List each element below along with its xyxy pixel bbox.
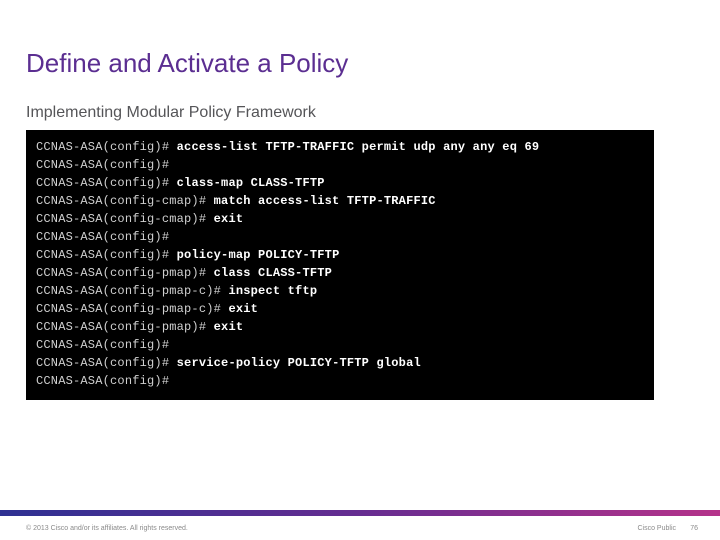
terminal-prompt: CCNAS-ASA(config)# (36, 176, 169, 190)
terminal-line: CCNAS-ASA(config-pmap-c)# inspect tftp (36, 282, 644, 300)
terminal-prompt: CCNAS-ASA(config)# (36, 230, 169, 244)
terminal-line: CCNAS-ASA(config)# class-map CLASS-TFTP (36, 174, 644, 192)
terminal-command: match access-list TFTP-TRAFFIC (214, 194, 436, 208)
terminal-line: CCNAS-ASA(config)# service-policy POLICY… (36, 354, 644, 372)
terminal-line: CCNAS-ASA(config-cmap)# match access-lis… (36, 192, 644, 210)
terminal-command: service-policy POLICY-TFTP global (177, 356, 421, 370)
footer-accent-bar (0, 510, 720, 516)
terminal-prompt: CCNAS-ASA(config)# (36, 140, 169, 154)
terminal-command: inspect tftp (228, 284, 317, 298)
terminal-prompt: CCNAS-ASA(config)# (36, 158, 169, 172)
terminal-line: CCNAS-ASA(config-cmap)# exit (36, 210, 644, 228)
terminal-line: CCNAS-ASA(config)# policy-map POLICY-TFT… (36, 246, 644, 264)
terminal-prompt: CCNAS-ASA(config-cmap)# (36, 194, 206, 208)
terminal-prompt: CCNAS-ASA(config-pmap)# (36, 266, 206, 280)
terminal-prompt: CCNAS-ASA(config-pmap-c)# (36, 284, 221, 298)
footer-copyright: © 2013 Cisco and/or its affiliates. All … (26, 525, 188, 532)
terminal-prompt: CCNAS-ASA(config)# (36, 248, 169, 262)
terminal-command: class CLASS-TFTP (214, 266, 332, 280)
terminal-line: CCNAS-ASA(config-pmap-c)# exit (36, 300, 644, 318)
terminal-prompt: CCNAS-ASA(config)# (36, 356, 169, 370)
terminal-command: class-map CLASS-TFTP (177, 176, 325, 190)
terminal-prompt: CCNAS-ASA(config-pmap-c)# (36, 302, 221, 316)
terminal-line: CCNAS-ASA(config-pmap)# exit (36, 318, 644, 336)
terminal-prompt: CCNAS-ASA(config)# (36, 374, 169, 388)
terminal-prompt: CCNAS-ASA(config-pmap)# (36, 320, 206, 334)
terminal-command: access-list TFTP-TRAFFIC permit udp any … (177, 140, 540, 154)
slide: Define and Activate a Policy Implementin… (0, 0, 720, 540)
terminal-command: exit (214, 212, 244, 226)
terminal-command: exit (228, 302, 258, 316)
terminal-line: CCNAS-ASA(config-pmap)# class CLASS-TFTP (36, 264, 644, 282)
terminal-command: policy-map POLICY-TFTP (177, 248, 340, 262)
footer-page-number: 76 (690, 525, 698, 532)
terminal-prompt: CCNAS-ASA(config-cmap)# (36, 212, 206, 226)
slide-title: Define and Activate a Policy (26, 48, 348, 79)
slide-subtitle: Implementing Modular Policy Framework (26, 104, 316, 122)
terminal-command: exit (214, 320, 244, 334)
terminal-line: CCNAS-ASA(config)# (36, 336, 644, 354)
footer-label: Cisco Public (637, 525, 676, 532)
terminal-line: CCNAS-ASA(config)# (36, 372, 644, 390)
terminal-line: CCNAS-ASA(config)# access-list TFTP-TRAF… (36, 138, 644, 156)
terminal-prompt: CCNAS-ASA(config)# (36, 338, 169, 352)
terminal-line: CCNAS-ASA(config)# (36, 156, 644, 174)
terminal-block: CCNAS-ASA(config)# access-list TFTP-TRAF… (26, 130, 654, 400)
terminal-line: CCNAS-ASA(config)# (36, 228, 644, 246)
